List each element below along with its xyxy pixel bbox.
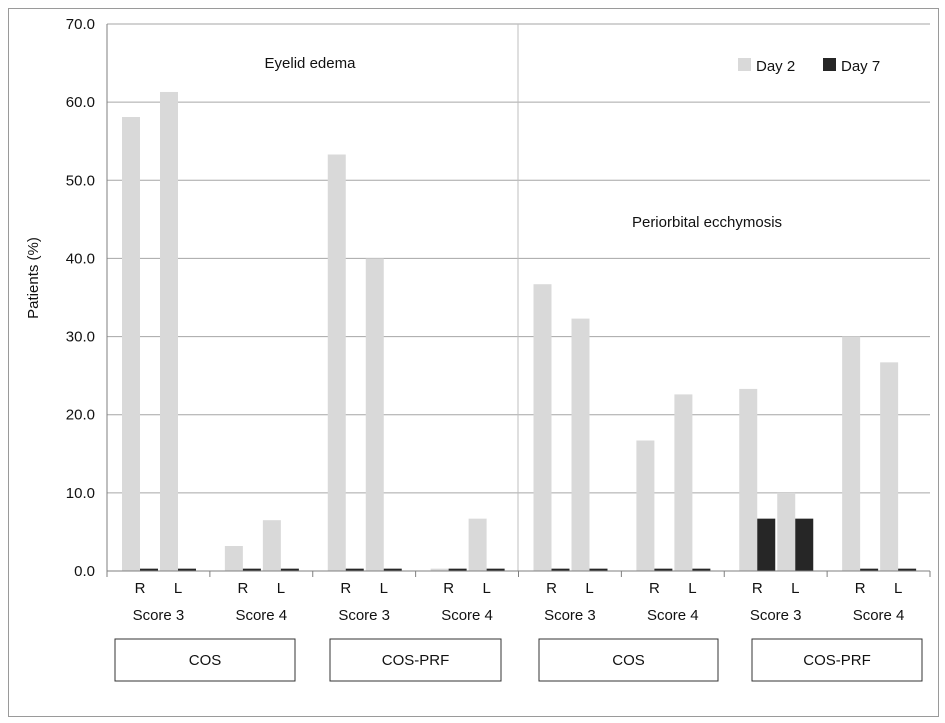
bar-day-7 — [860, 568, 879, 571]
bar-day-7 — [178, 568, 196, 571]
side-label: R — [855, 580, 866, 597]
panel-title-periorbital-ecchymosis: Periorbital ecchymosis — [632, 214, 782, 231]
bar-day-2 — [739, 388, 758, 571]
bar-day-7 — [345, 568, 364, 571]
score-label: Score 4 — [853, 607, 905, 624]
grid-lines — [107, 23, 930, 571]
side-label: L — [791, 580, 799, 597]
bar-day-7 — [383, 568, 402, 571]
bar-day-2 — [533, 284, 552, 571]
bar-day-7 — [486, 568, 505, 571]
side-label: L — [894, 580, 902, 597]
side-label: L — [174, 580, 182, 597]
side-label: L — [482, 580, 490, 597]
side-label: L — [380, 580, 388, 597]
bar-day-7 — [692, 568, 711, 571]
group-box — [114, 638, 296, 682]
bar-day-7 — [654, 568, 673, 571]
bar-day-2 — [571, 318, 590, 571]
score-label: Score 3 — [750, 607, 802, 624]
y-axis-label: Patients (%) — [25, 237, 42, 319]
score-label: Score 4 — [441, 607, 493, 624]
y-tick-label: 10.0 — [66, 485, 95, 502]
panel-title-eyelid-edema: Eyelid edema — [265, 55, 357, 72]
side-label: R — [546, 580, 557, 597]
bar-day-2 — [880, 362, 899, 571]
side-label: R — [135, 580, 146, 597]
bar-day-2 — [262, 520, 281, 571]
y-tick-label: 0.0 — [74, 563, 95, 580]
bar-day-2 — [777, 492, 796, 571]
bar-day-2 — [430, 568, 449, 571]
bar-day-2 — [122, 116, 140, 572]
bar-day-2 — [224, 545, 243, 571]
score-label: Score 3 — [544, 607, 596, 624]
bar-day-2 — [365, 258, 384, 571]
bar-day-7 — [448, 568, 467, 571]
group-box — [329, 638, 502, 682]
side-label: L — [585, 580, 593, 597]
bar-day-7 — [589, 568, 608, 571]
y-tick-label: 70.0 — [66, 16, 95, 33]
legend-swatch-day-7 — [823, 58, 836, 71]
legend-label-day-7: Day 7 — [841, 58, 880, 75]
category-labels: R L Score 3 R L Score 4 R L Score 3 R L Score 4 R L Sc… — [133, 580, 905, 624]
bar-day-2 — [468, 518, 487, 571]
bar-day-2 — [160, 91, 178, 571]
bar-day-2 — [636, 440, 655, 571]
side-label: L — [277, 580, 285, 597]
bar-day-7 — [280, 568, 299, 571]
y-tick-label: 50.0 — [66, 172, 95, 189]
score-label: Score 4 — [235, 607, 287, 624]
bar-day-2 — [674, 394, 693, 571]
legend-swatch-day-2 — [738, 58, 751, 71]
side-label: R — [340, 580, 351, 597]
side-label: R — [649, 580, 660, 597]
group-boxes: COS COS-PRF COS COS-PRF — [114, 638, 923, 682]
legend: Day 2 Day 7 — [738, 58, 880, 75]
group-box-label: COS — [189, 652, 222, 669]
y-tick-label: 60.0 — [66, 94, 95, 111]
group-box-label: COS — [612, 652, 645, 669]
side-label: R — [752, 580, 763, 597]
bar-day-2 — [327, 154, 346, 571]
score-label: Score 3 — [338, 607, 390, 624]
bar-day-7 — [795, 518, 814, 571]
group-box-label: COS-PRF — [803, 652, 871, 669]
axes: 0.0 10.0 20.0 30.0 40.0 50.0 60.0 70.0 — [66, 16, 931, 580]
bars — [122, 91, 917, 572]
group-box — [538, 638, 719, 682]
y-tick-label: 20.0 — [66, 407, 95, 424]
bar-day-7 — [140, 568, 158, 571]
bar-day-7 — [757, 518, 776, 571]
score-label: Score 3 — [133, 607, 185, 624]
score-label: Score 4 — [647, 607, 699, 624]
bar-day-7 — [551, 568, 570, 571]
y-tick-label: 40.0 — [66, 250, 95, 267]
bar-day-7 — [242, 568, 261, 571]
bar-day-2 — [842, 336, 861, 571]
side-label: R — [237, 580, 248, 597]
y-tick-label: 30.0 — [66, 329, 95, 346]
group-box — [751, 638, 923, 682]
bar-day-7 — [898, 568, 917, 571]
group-box-label: COS-PRF — [382, 652, 450, 669]
side-label: L — [688, 580, 696, 597]
side-label: R — [443, 580, 454, 597]
legend-label-day-2: Day 2 — [756, 58, 795, 75]
